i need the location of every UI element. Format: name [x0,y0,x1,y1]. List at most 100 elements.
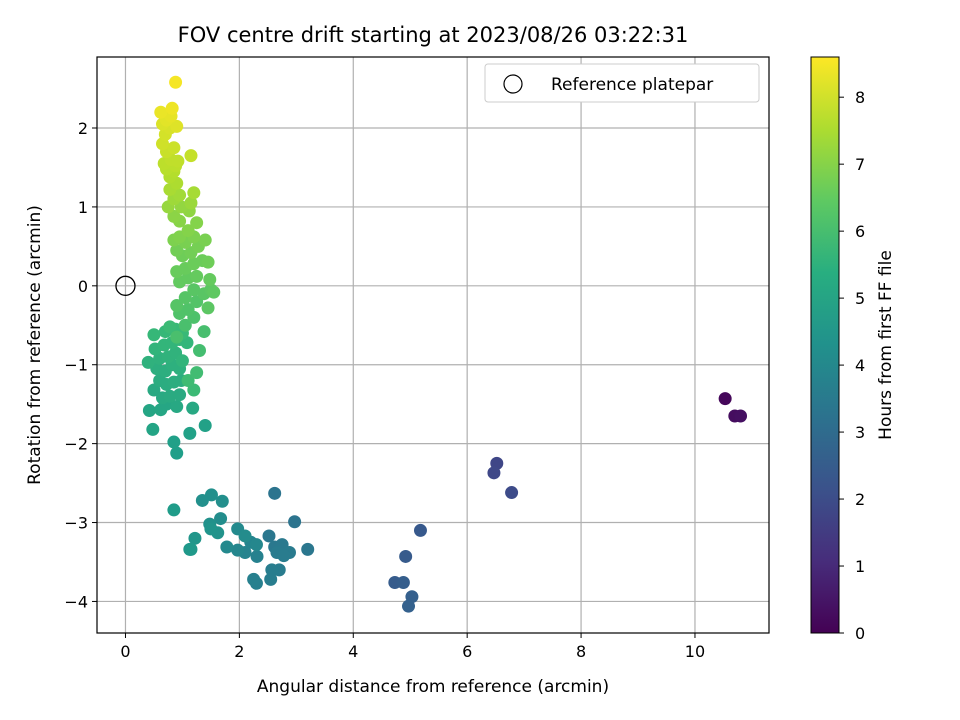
colorbar-tick-label: 2 [855,490,865,509]
data-point [204,522,218,536]
data-point [413,523,427,537]
colorbar-tick-label: 8 [855,88,865,107]
colorbar-ticks: 0 1 2 3 4 5 6 7 8 [839,88,865,643]
data-point [198,233,212,247]
data-point [183,426,197,440]
legend: Reference platepar [484,63,760,103]
data-point [181,374,195,388]
y-tick-label: 1 [78,198,88,217]
data-points [141,75,748,613]
data-point [505,486,519,500]
data-point [178,291,192,305]
y-tick-label: −4 [64,592,88,611]
colorbar-tick-label: 6 [855,222,865,241]
y-tick-label: 0 [78,277,88,296]
data-point [487,466,501,480]
data-point [173,188,187,202]
colorbar-tick-label: 7 [855,155,865,174]
data-point [146,422,160,436]
y-tick-label: 2 [78,119,88,138]
data-point [187,186,201,200]
data-point [203,273,217,287]
x-axis-ticks: 0 2 4 6 8 10 [120,633,705,661]
data-point [184,149,198,163]
y-tick-label: −3 [64,514,88,533]
data-point [231,543,245,557]
data-point [201,301,215,315]
data-point [301,542,315,556]
data-point [190,216,204,230]
data-point [215,494,229,508]
data-point [169,75,183,89]
data-point [170,299,184,313]
y-axis-label: Rotation from reference (arcmin) [25,205,45,485]
x-tick-label: 2 [234,642,244,661]
data-point [170,400,184,414]
reference-marker [115,275,136,296]
colorbar-tick-label: 3 [855,423,865,442]
data-point [167,209,181,223]
chart-title: FOV centre drift starting at 2023/08/26 … [178,23,689,47]
data-point [207,285,221,299]
data-point [187,283,201,297]
data-point [402,599,416,613]
x-tick-label: 4 [348,642,358,661]
data-point [187,383,201,397]
colorbar-tick-label: 4 [855,356,865,375]
legend-box [484,63,760,103]
data-point [171,154,185,168]
data-point [184,542,198,556]
data-point [195,493,209,507]
y-axis-ticks: −4 −3 −2 −1 0 1 2 [64,119,97,611]
data-point [396,576,410,590]
data-point [142,403,156,417]
data-point [201,255,215,269]
x-tick-label: 6 [462,642,472,661]
data-point [154,105,168,119]
y-tick-label: −1 [64,356,88,375]
y-tick-label: −2 [64,435,88,454]
data-point [288,515,302,529]
data-point [190,269,204,283]
data-point [178,318,192,332]
data-point [170,243,184,257]
data-point [265,563,279,577]
data-point [170,446,184,460]
data-point [163,389,177,403]
data-point [277,549,291,563]
data-point [170,119,184,133]
plot-frame [96,56,770,634]
data-point [220,540,234,554]
data-point [197,325,211,339]
data-point [173,388,187,402]
colorbar-tick-label: 1 [855,557,865,576]
colorbar-tick-label: 0 [855,624,865,643]
data-point [249,538,263,552]
data-point [238,529,252,543]
data-point [184,196,198,210]
data-point [734,409,748,423]
data-point [214,512,228,526]
x-tick-label: 0 [120,642,130,661]
data-point [190,366,204,380]
data-point [268,486,282,500]
data-point [141,355,155,369]
data-point [167,435,181,449]
data-point [175,354,189,368]
x-axis-label: Angular distance from reference (arcmin) [257,677,609,697]
colorbar [810,56,840,634]
data-point [198,418,212,432]
colorbar-label: Hours from first FF file [876,250,896,440]
data-point [399,549,413,563]
colorbar-tick-label: 5 [855,289,865,308]
data-point [167,141,181,155]
data-point [147,383,161,397]
legend-marker-icon [503,74,523,94]
data-point [718,392,732,406]
data-point [188,531,202,545]
data-point [193,344,207,358]
x-tick-label: 8 [576,642,586,661]
data-point [262,529,276,543]
data-point [165,101,179,115]
